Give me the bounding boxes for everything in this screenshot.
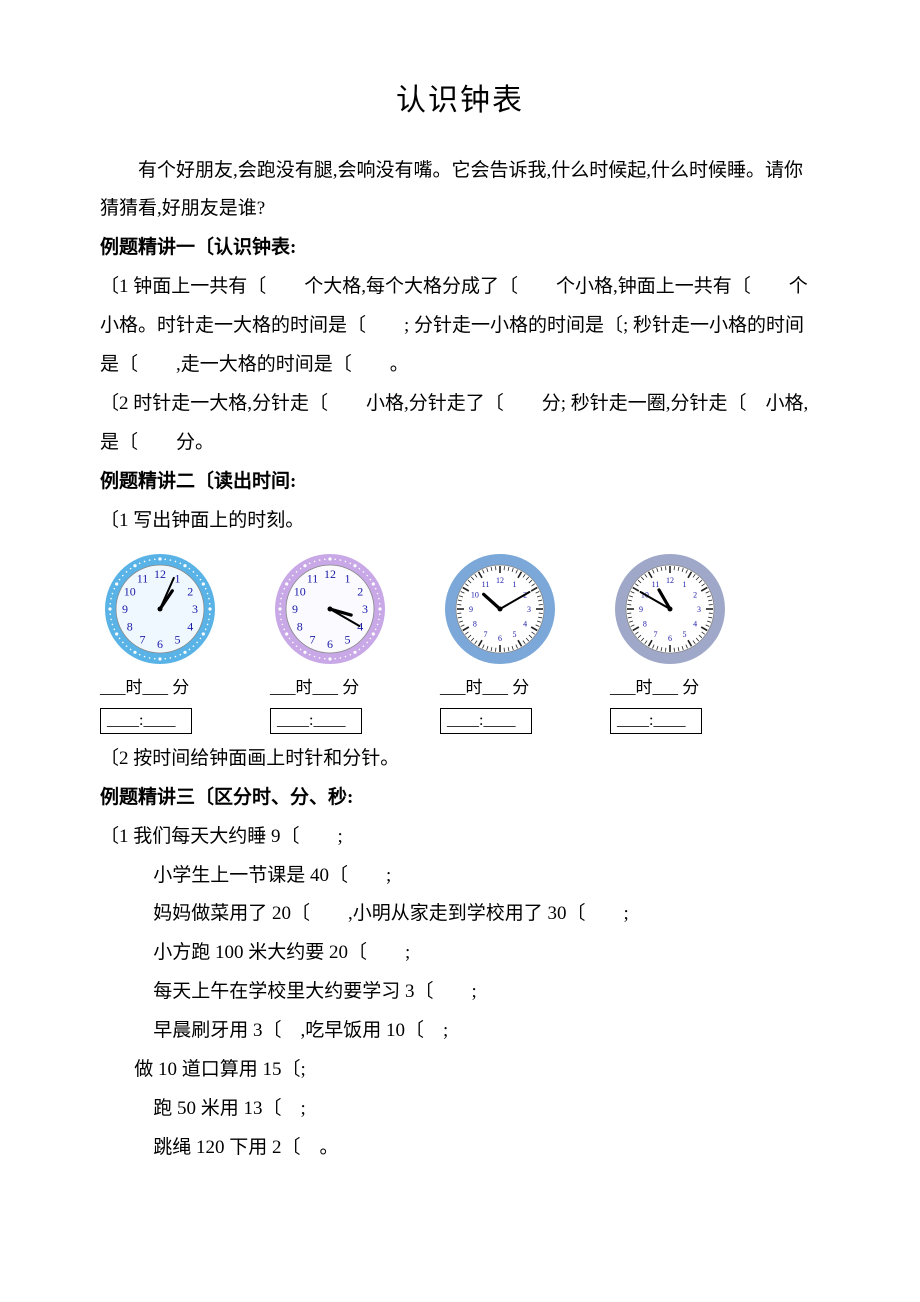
svg-text:6: 6	[327, 637, 333, 651]
svg-text:6: 6	[668, 634, 672, 643]
svg-text:9: 9	[469, 605, 473, 614]
svg-text:5: 5	[175, 632, 181, 646]
svg-text:10: 10	[294, 584, 306, 598]
svg-text:1: 1	[345, 572, 351, 586]
clock-1: 123456789101112	[100, 549, 220, 669]
svg-text:10: 10	[124, 584, 136, 598]
clock-col-1: 123456789101112 ___时___ 分 ____:____	[100, 549, 240, 734]
section1-q1: 〔1 钟面上一共有〔 个大格,每个大格分成了〔 个小格,钟面上一共有〔 个小格。…	[100, 268, 820, 385]
time-box-3[interactable]: ____:____	[440, 708, 532, 734]
page-title: 认识钟表	[100, 70, 820, 132]
svg-text:10: 10	[471, 590, 479, 599]
section3-lead: 〔1 我们每天大约睡 9〔 ;	[100, 818, 820, 857]
time-box-4[interactable]: ____:____	[610, 708, 702, 734]
svg-text:9: 9	[292, 602, 298, 616]
svg-text:6: 6	[157, 637, 163, 651]
svg-text:3: 3	[192, 602, 198, 616]
section3-head: 例题精讲三〔区分时、分、秒:	[100, 779, 820, 818]
svg-text:2: 2	[187, 584, 193, 598]
section3-line-1: 小学生上一节课是 40〔 ;	[100, 857, 820, 896]
time-box-1[interactable]: ____:____	[100, 708, 192, 734]
section3-line-2: 妈妈做菜用了 20〔 ,小明从家走到学校用了 30〔 ;	[100, 895, 820, 934]
svg-text:12: 12	[154, 567, 166, 581]
svg-text:3: 3	[527, 605, 531, 614]
time-label-2: ___时___ 分	[270, 671, 359, 706]
section3-line-4: 每天上午在学校里大约要学习 3〔 ;	[100, 973, 820, 1012]
clock-col-3: 123456789101112 ___时___ 分 ____:____	[440, 549, 580, 734]
svg-text:5: 5	[345, 632, 351, 646]
svg-text:12: 12	[666, 576, 674, 585]
svg-text:3: 3	[362, 602, 368, 616]
svg-text:9: 9	[639, 605, 643, 614]
svg-text:5: 5	[683, 630, 687, 639]
section2-head: 例题精讲二〔读出时间:	[100, 463, 820, 502]
svg-text:8: 8	[643, 619, 647, 628]
clock-3: 123456789101112	[440, 549, 560, 669]
svg-text:7: 7	[310, 632, 316, 646]
svg-text:11: 11	[482, 580, 490, 589]
svg-text:12: 12	[496, 576, 504, 585]
section2-q2: 〔2 按时间给钟面画上时针和分针。	[100, 740, 820, 779]
svg-text:7: 7	[140, 632, 146, 646]
section1-head: 例题精讲一〔认识钟表:	[100, 229, 820, 268]
svg-text:8: 8	[127, 619, 133, 633]
svg-text:4: 4	[693, 619, 697, 628]
svg-text:8: 8	[473, 619, 477, 628]
svg-text:12: 12	[324, 567, 336, 581]
svg-text:6: 6	[498, 634, 502, 643]
svg-text:2: 2	[693, 590, 697, 599]
time-box-2[interactable]: ____:____	[270, 708, 362, 734]
clocks-row: 123456789101112 ___时___ 分 ____:____ 1234…	[100, 549, 820, 734]
svg-text:1: 1	[683, 580, 687, 589]
svg-text:11: 11	[137, 572, 149, 586]
svg-text:11: 11	[652, 580, 660, 589]
clock-2: 123456789101112	[270, 549, 390, 669]
svg-text:8: 8	[297, 619, 303, 633]
svg-text:4: 4	[187, 619, 193, 633]
svg-text:1: 1	[513, 580, 517, 589]
section2-q1: 〔1 写出钟面上的时刻。	[100, 502, 820, 541]
svg-text:7: 7	[654, 630, 658, 639]
svg-text:5: 5	[513, 630, 517, 639]
time-label-1: ___时___ 分	[100, 671, 189, 706]
section3-line-8: 跳绳 120 下用 2〔 。	[100, 1129, 820, 1168]
clock-4: 123456789101112	[610, 549, 730, 669]
svg-text:9: 9	[122, 602, 128, 616]
intro-riddle: 有个好朋友,会跑没有腿,会响没有嘴。它会告诉我,什么时候起,什么时候睡。请你猜猜…	[100, 152, 820, 230]
section3-line-3: 小方跑 100 米大约要 20〔 ;	[100, 934, 820, 973]
clock-col-2: 123456789101112 ___时___ 分 ____:____	[270, 549, 410, 734]
svg-text:2: 2	[357, 584, 363, 598]
time-label-4: ___时___ 分	[610, 671, 699, 706]
svg-text:11: 11	[307, 572, 319, 586]
time-label-3: ___时___ 分	[440, 671, 529, 706]
section3-line-5: 早晨刷牙用 3〔 ,吃早饭用 10〔 ;	[100, 1012, 820, 1051]
svg-text:7: 7	[484, 630, 488, 639]
svg-text:4: 4	[523, 619, 527, 628]
section1-q2: 〔2 时针走一大格,分针走〔 小格,分针走了〔 分; 秒针走一圈,分针走〔 小格…	[100, 385, 820, 463]
section3-line-calc: 做 10 道口算用 15〔;	[100, 1051, 820, 1090]
svg-text:3: 3	[697, 605, 701, 614]
section3-line-7: 跑 50 米用 13〔 ;	[100, 1090, 820, 1129]
svg-text:1: 1	[175, 572, 181, 586]
clock-col-4: 123456789101112 ___时___ 分 ____:____	[610, 549, 750, 734]
